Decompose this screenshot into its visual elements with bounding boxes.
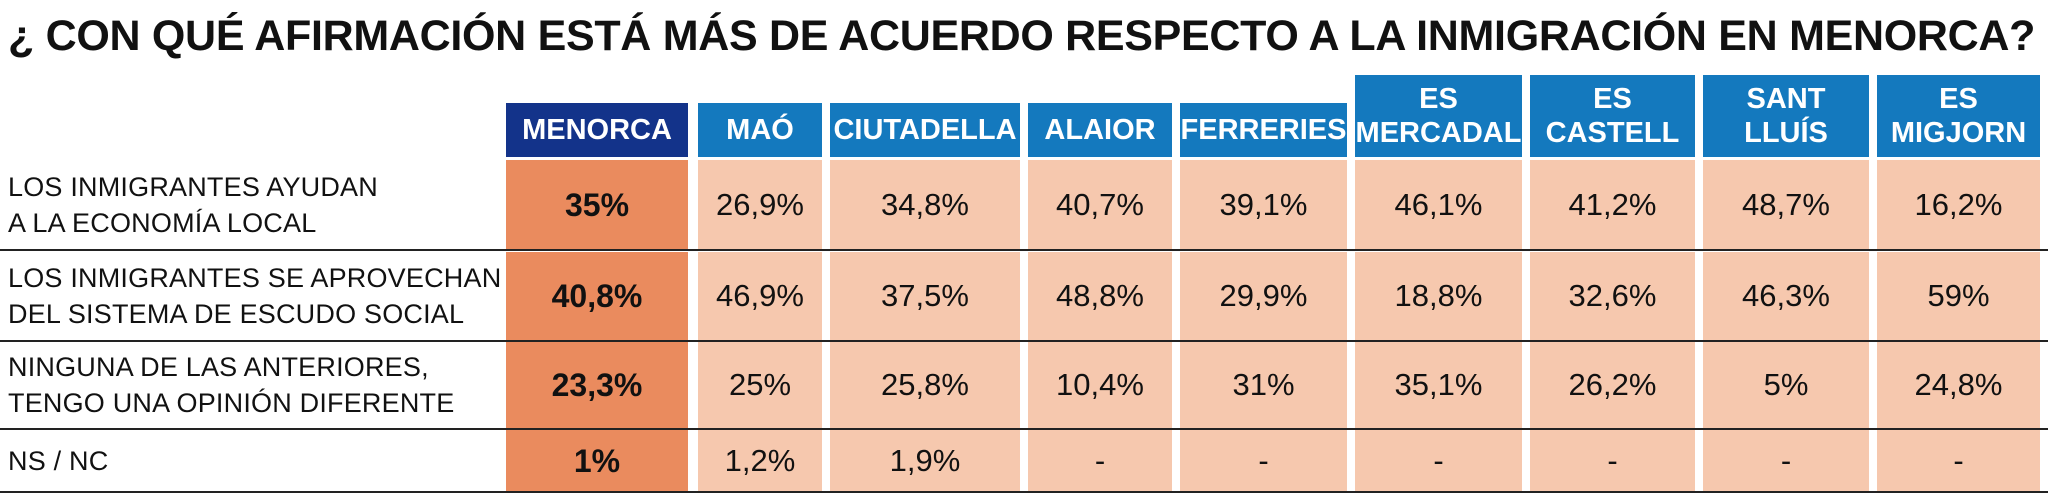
- value-cell-alaior: 10,4%: [1028, 342, 1172, 428]
- page-title: ¿ CON QUÉ AFIRMACIÓN ESTÁ MÁS DE ACUERDO…: [8, 12, 2036, 60]
- value-cell-menorca: 1%: [506, 430, 688, 492]
- row-label: LOS INMIGRANTES SE APROVECHAN DEL SISTEM…: [8, 263, 502, 329]
- value-cell-menorca: 35%: [506, 160, 688, 250]
- column-header-sant-lluis: SANT LLUÍS: [1703, 75, 1869, 157]
- value-cell-sant-lluis: 5%: [1703, 342, 1869, 428]
- value-cell-ferreries: 31%: [1180, 342, 1347, 428]
- value-cell-sant-lluis: 48,7%: [1703, 160, 1869, 250]
- column-header-mao: MAÓ: [698, 103, 822, 157]
- column-header-es-castell: ES CASTELL: [1530, 75, 1695, 157]
- row-label: LOS INMIGRANTES AYUDAN A LA ECONOMÍA LOC…: [8, 172, 378, 238]
- value-cell-menorca: 23,3%: [506, 342, 688, 428]
- value-cell-ferreries: 39,1%: [1180, 160, 1347, 250]
- value-cell-ferreries: -: [1180, 430, 1347, 492]
- column-header-label: ES MIGJORN: [1890, 83, 2027, 149]
- column-header-label: ES CASTELL: [1545, 83, 1680, 149]
- value-cell-es-mercadal: -: [1355, 430, 1522, 492]
- value-cell-alaior: 48,8%: [1028, 252, 1172, 340]
- row-label: NS / NC: [8, 446, 109, 476]
- value-cell-mao: 26,9%: [698, 160, 822, 250]
- column-header-es-mercadal: ES MERCADAL: [1355, 75, 1522, 157]
- column-header-menorca: MENORCA: [506, 103, 688, 157]
- column-header-ferreries: FERRERIES: [1180, 103, 1347, 157]
- value-cell-mao: 25%: [698, 342, 822, 428]
- value-cell-es-migjorn: 24,8%: [1877, 342, 2040, 428]
- row-divider: [0, 428, 2048, 430]
- column-header-label: SANT LLUÍS: [1744, 83, 1828, 149]
- value-cell-alaior: -: [1028, 430, 1172, 492]
- value-cell-ciutadella: 37,5%: [830, 252, 1020, 340]
- value-cell-es-mercadal: 46,1%: [1355, 160, 1522, 250]
- column-header-alaior: ALAIOR: [1028, 103, 1172, 157]
- column-header-label: CIUTADELLA: [833, 114, 1017, 146]
- value-cell-es-castell: -: [1530, 430, 1695, 492]
- value-cell-es-migjorn: -: [1877, 430, 2040, 492]
- column-header-ciutadella: CIUTADELLA: [830, 103, 1020, 157]
- row-divider: [0, 249, 2048, 251]
- value-cell-es-migjorn: 59%: [1877, 252, 2040, 340]
- value-cell-alaior: 40,7%: [1028, 160, 1172, 250]
- value-cell-es-mercadal: 35,1%: [1355, 342, 1522, 428]
- column-header-label: ES MERCADAL: [1355, 83, 1522, 149]
- row-label: NINGUNA DE LAS ANTERIORES, TENGO UNA OPI…: [8, 352, 455, 418]
- value-cell-ciutadella: 25,8%: [830, 342, 1020, 428]
- value-cell-es-castell: 41,2%: [1530, 160, 1695, 250]
- column-header-label: FERRERIES: [1180, 114, 1347, 146]
- value-cell-menorca: 40,8%: [506, 252, 688, 340]
- column-header-label: MAÓ: [726, 114, 794, 146]
- value-cell-ferreries: 29,9%: [1180, 252, 1347, 340]
- column-header-label: MENORCA: [522, 114, 672, 146]
- value-cell-sant-lluis: 46,3%: [1703, 252, 1869, 340]
- value-cell-es-migjorn: 16,2%: [1877, 160, 2040, 250]
- value-cell-mao: 46,9%: [698, 252, 822, 340]
- value-cell-ciutadella: 34,8%: [830, 160, 1020, 250]
- column-header-label: ALAIOR: [1044, 114, 1156, 146]
- value-cell-es-castell: 26,2%: [1530, 342, 1695, 428]
- value-cell-mao: 1,2%: [698, 430, 822, 492]
- value-cell-es-castell: 32,6%: [1530, 252, 1695, 340]
- value-cell-ciutadella: 1,9%: [830, 430, 1020, 492]
- value-cell-es-mercadal: 18,8%: [1355, 252, 1522, 340]
- row-divider: [0, 491, 2048, 493]
- row-divider: [0, 340, 2048, 342]
- column-header-es-migjorn: ES MIGJORN: [1877, 75, 2040, 157]
- value-cell-sant-lluis: -: [1703, 430, 1869, 492]
